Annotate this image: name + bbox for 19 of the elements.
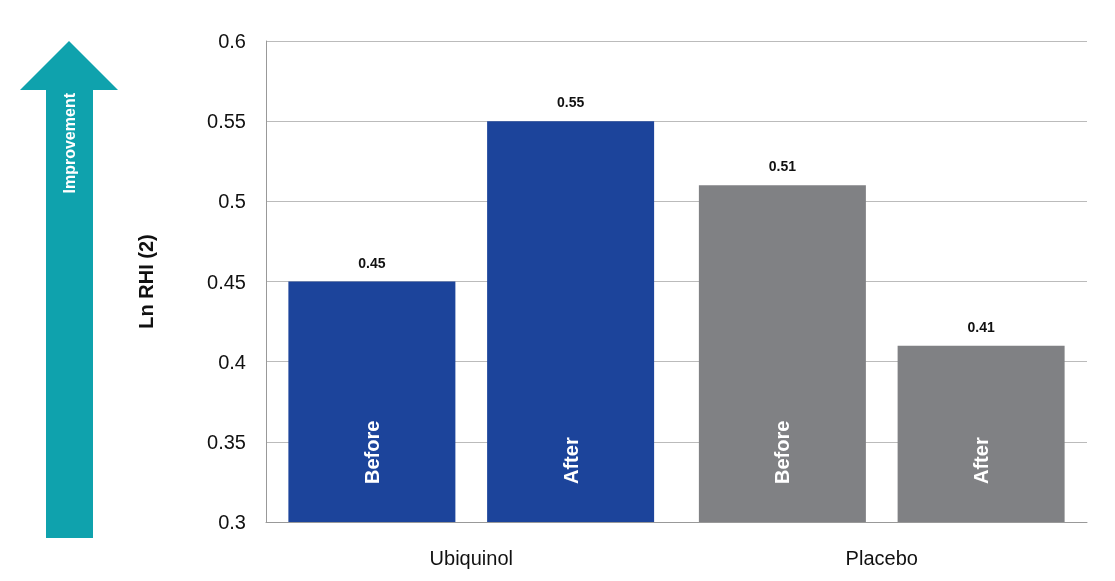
y-tick-label: 0.55: [207, 110, 246, 133]
data-label: 0.55: [556, 94, 585, 111]
y-tick-label: 0.45: [207, 270, 246, 293]
y-tick-label: 0.5: [218, 190, 246, 213]
data-label: 0.51: [768, 158, 797, 175]
x-tick-label: Placebo: [845, 547, 918, 569]
y-tick-label: 0.6: [218, 30, 246, 52]
text: After: [970, 437, 993, 484]
series-label: After: [559, 437, 582, 484]
text: Improvement: [60, 92, 78, 194]
series-label: Before: [360, 420, 383, 484]
data-label: 0.45: [358, 254, 386, 271]
y-axis-title: Ln RHI (2): [135, 234, 157, 329]
x-tick-label: Ubiquinol: [429, 547, 513, 569]
y-tick-label: 0.3: [218, 511, 246, 533]
text: Before: [771, 420, 794, 484]
data-label: 0.41: [967, 318, 995, 335]
y-tick-label: 0.35: [207, 430, 246, 453]
y-tick-label: 0.4: [218, 350, 246, 373]
